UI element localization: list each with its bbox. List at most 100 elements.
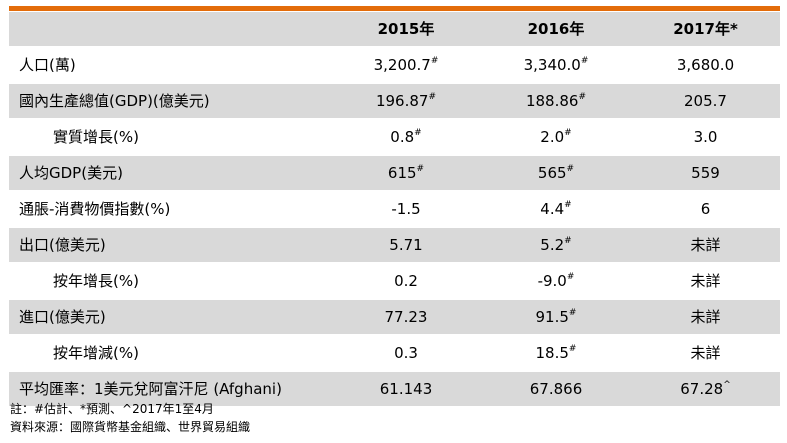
cell-value: -1.5 bbox=[391, 200, 421, 218]
header-year-2016: 2016年 bbox=[481, 12, 631, 47]
table-row: 平均匯率：1美元兌阿富汗尼 (Afghani) 61.143 67.866 67.28… bbox=[9, 371, 780, 407]
value-cell: -1.5 bbox=[331, 191, 481, 227]
value-cell: 3.0 bbox=[631, 119, 780, 155]
cell-value: 188.86 bbox=[525, 92, 579, 110]
value-cell: 3,680.0 bbox=[631, 47, 780, 83]
row-label: 平均匯率：1美元兌阿富汗尼 (Afghani) bbox=[9, 371, 331, 407]
header-year-2017: 2017年* bbox=[631, 12, 780, 47]
footnote-mark: # bbox=[564, 200, 572, 210]
cell-value: 5.71 bbox=[389, 236, 423, 254]
table-row: 人均GDP(美元) 615# 565# 559 bbox=[9, 155, 780, 191]
value-cell: 196.87# bbox=[331, 83, 481, 119]
cell-value: 0.8 bbox=[390, 128, 415, 146]
value-cell: 188.86# bbox=[481, 83, 631, 119]
table-row: 人口(萬) 3,200.7# 3,340.0# 3,680.0 bbox=[9, 47, 780, 83]
table-body: 人口(萬) 3,200.7# 3,340.0# 3,680.0 國內生產總值(GDP)(… bbox=[9, 47, 780, 407]
footnote-mark: # bbox=[568, 308, 577, 318]
value-cell: 未詳 bbox=[631, 335, 780, 371]
value-cell: 6 bbox=[631, 191, 780, 227]
value-cell: 18.5# bbox=[481, 335, 631, 371]
cell-value: 196.87 bbox=[375, 92, 429, 110]
row-label: 按年增長(%) bbox=[53, 272, 139, 290]
value-cell: 67.866 bbox=[481, 371, 631, 407]
footnote-mark: # bbox=[428, 92, 437, 102]
footnote-legend: 註：#估計、*預測、^2017年1至4月 bbox=[10, 402, 214, 416]
cell-value: 67.28 bbox=[680, 380, 724, 398]
table-header-row: 2015年 2016年 2017年* bbox=[9, 12, 780, 47]
row-label: 進口(億美元) bbox=[9, 299, 331, 335]
cell-value: 未詳 bbox=[690, 236, 721, 254]
table-row: 出口(億美元) 5.71 5.2# 未詳 bbox=[9, 227, 780, 263]
table-row: 國內生產總值(GDP)(億美元) 196.87# 188.86# 205.7 bbox=[9, 83, 780, 119]
value-cell: 4.4# bbox=[481, 191, 631, 227]
cell-value: 18.5 bbox=[535, 344, 569, 362]
footnote-mark: # bbox=[564, 128, 572, 138]
footnote-mark: # bbox=[564, 236, 572, 246]
footnote-mark: # bbox=[566, 272, 575, 282]
value-cell: 5.2# bbox=[481, 227, 631, 263]
header-year-2015: 2015年 bbox=[331, 12, 481, 47]
cell-value: 未詳 bbox=[690, 272, 721, 290]
value-cell: 3,340.0# bbox=[481, 47, 631, 83]
cell-value: 91.5 bbox=[535, 308, 569, 326]
value-cell: 77.23 bbox=[331, 299, 481, 335]
table-row: 實質增長(%) 0.8# 2.0# 3.0 bbox=[9, 119, 780, 155]
table-row: 按年增減(%) 0.3 18.5# 未詳 bbox=[9, 335, 780, 371]
cell-value: 5.2 bbox=[540, 236, 565, 254]
cell-value: 2.0 bbox=[540, 128, 565, 146]
table-row: 按年增長(%) 0.2 -9.0# 未詳 bbox=[9, 263, 780, 299]
value-cell: 559 bbox=[631, 155, 780, 191]
cell-value: 61.143 bbox=[379, 380, 433, 398]
cell-value: 3,340.0 bbox=[523, 56, 581, 74]
row-label: 實質增長(%) bbox=[53, 128, 139, 146]
value-cell: 205.7 bbox=[631, 83, 780, 119]
footnote-mark: # bbox=[566, 164, 575, 174]
value-cell: 未詳 bbox=[631, 227, 780, 263]
source-note: 資料來源：國際貨幣基金組織、世界貿易組織 bbox=[10, 420, 251, 434]
value-cell: 未詳 bbox=[631, 299, 780, 335]
row-label: 按年增減(%) bbox=[53, 344, 139, 362]
footnote-mark: # bbox=[568, 344, 577, 354]
footnote-mark: # bbox=[430, 56, 439, 66]
value-cell: 2.0# bbox=[481, 119, 631, 155]
table-notes: 註：#估計、*預測、^2017年1至4月 資料來源：國際貨幣基金組織、世界貿易組… bbox=[10, 400, 250, 436]
cell-value: 6 bbox=[700, 200, 711, 218]
cell-value: 77.23 bbox=[384, 308, 428, 326]
table-row: 進口(億美元) 77.23 91.5# 未詳 bbox=[9, 299, 780, 335]
footnote-mark: # bbox=[414, 128, 422, 138]
row-label: 出口(億美元) bbox=[9, 227, 331, 263]
value-cell: 0.3 bbox=[331, 335, 481, 371]
header-label-col bbox=[9, 12, 331, 47]
footnote-mark: # bbox=[580, 56, 589, 66]
table-row: 通脹-消費物價指數(%) -1.5 4.4# 6 bbox=[9, 191, 780, 227]
cell-value: 0.3 bbox=[394, 344, 418, 362]
row-label: 人均GDP(美元) bbox=[9, 155, 331, 191]
footnote-mark: ^ bbox=[723, 380, 731, 390]
row-label: 國內生產總值(GDP)(億美元) bbox=[9, 83, 331, 119]
cell-value: 67.866 bbox=[529, 380, 583, 398]
row-label: 通脹-消費物價指數(%) bbox=[19, 200, 171, 218]
value-cell: 0.8# bbox=[331, 119, 481, 155]
cell-value: 未詳 bbox=[690, 308, 721, 326]
cell-value: 559 bbox=[691, 164, 720, 182]
value-cell: 5.71 bbox=[331, 227, 481, 263]
cell-value: 未詳 bbox=[690, 344, 721, 362]
cell-value: 3,680.0 bbox=[676, 56, 735, 74]
footnote-mark: # bbox=[416, 164, 425, 174]
value-cell: 565# bbox=[481, 155, 631, 191]
cell-value: 565 bbox=[537, 164, 567, 182]
value-cell: 未詳 bbox=[631, 263, 780, 299]
cell-value: 615 bbox=[387, 164, 417, 182]
value-cell: 615# bbox=[331, 155, 481, 191]
footnote-mark: # bbox=[578, 92, 587, 102]
value-cell: 0.2 bbox=[331, 263, 481, 299]
row-label: 人口(萬) bbox=[19, 56, 76, 74]
cell-value: -9.0 bbox=[537, 272, 567, 290]
economic-indicators-table: 2015年 2016年 2017年* 人口(萬) 3,200.7# 3,340.0#… bbox=[9, 12, 780, 408]
value-cell: 91.5# bbox=[481, 299, 631, 335]
cell-value: 4.4 bbox=[540, 200, 565, 218]
value-cell: 67.28^ bbox=[631, 371, 780, 407]
value-cell: -9.0# bbox=[481, 263, 631, 299]
accent-top-bar bbox=[9, 6, 780, 11]
value-cell: 3,200.7# bbox=[331, 47, 481, 83]
